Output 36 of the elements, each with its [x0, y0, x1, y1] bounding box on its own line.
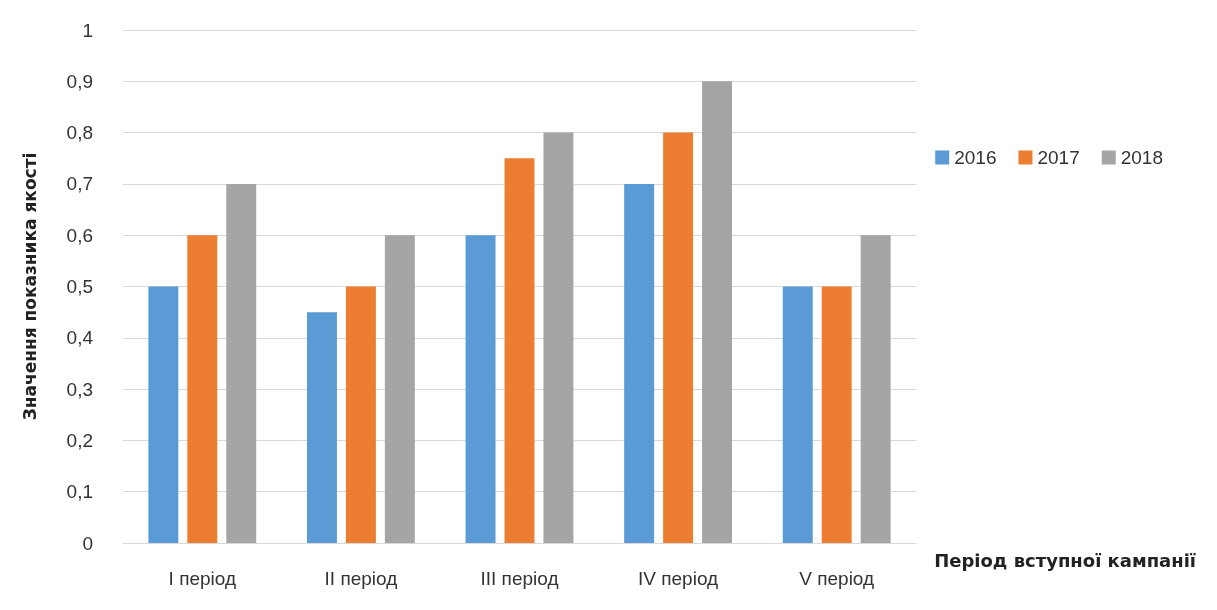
bar	[148, 286, 179, 543]
y-tick-label: 0	[82, 532, 93, 554]
y-tick-label: 0,2	[66, 429, 93, 451]
bar	[663, 132, 694, 543]
legend-label: 2016	[954, 147, 997, 168]
y-axis-title: Значення показника якості	[19, 152, 40, 421]
bar	[624, 183, 655, 543]
x-tick-label: V період	[799, 568, 875, 589]
bar	[384, 235, 415, 543]
y-tick-label: 0,7	[66, 173, 93, 195]
bar	[860, 235, 891, 543]
bar	[345, 286, 376, 543]
y-tick-label: 0,1	[66, 481, 93, 503]
bar	[821, 286, 852, 543]
x-axis-title: Період вступної кампанії	[934, 549, 1197, 571]
y-tick-label: 0,4	[66, 327, 94, 349]
x-tick-label: III період	[480, 568, 559, 589]
x-tick-label: I період	[168, 568, 237, 589]
bar	[187, 235, 218, 543]
bar	[782, 286, 813, 543]
y-tick-label: 0,8	[66, 122, 93, 144]
y-tick-label: 1	[82, 19, 93, 41]
bar	[543, 132, 574, 543]
bar	[226, 183, 257, 543]
bar	[702, 81, 733, 543]
bar	[465, 235, 496, 543]
bar	[504, 158, 535, 543]
y-tick-label: 0,9	[66, 70, 93, 92]
y-tick-label: 0,3	[66, 378, 93, 400]
bar	[306, 312, 337, 543]
legend-label: 2018	[1120, 147, 1164, 168]
y-tick-label: 0,5	[66, 276, 93, 297]
x-tick-label: IV період	[638, 568, 719, 589]
x-tick-label: II період	[324, 568, 398, 589]
y-tick-label: 0,6	[66, 224, 93, 246]
legend-label: 2017	[1037, 147, 1080, 168]
